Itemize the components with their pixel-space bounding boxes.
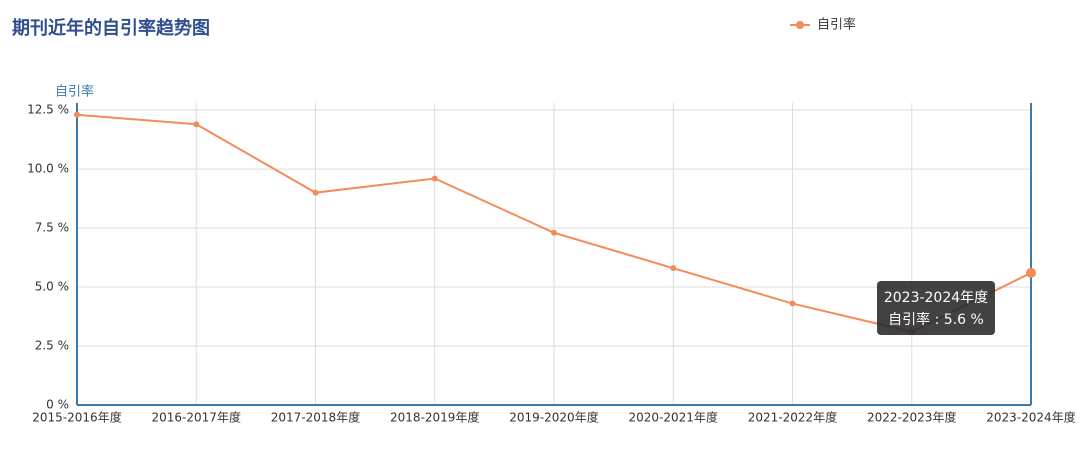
point: [193, 121, 200, 128]
chart-title: 期刊近年的自引率趋势图: [12, 17, 210, 39]
y-tick-label: 7.5 %: [35, 221, 69, 235]
x-tick-label: 2016-2017年度: [152, 410, 241, 425]
legend-label: 自引率: [817, 17, 856, 33]
y-tick-label: 12.5 %: [27, 103, 69, 117]
point: [789, 300, 796, 307]
x-tick-label: 2019-2020年度: [509, 410, 598, 425]
tooltip-title: 2023-2024年度: [884, 290, 988, 306]
y-axis-label: 自引率: [55, 84, 94, 100]
y-tick-label: 0 %: [46, 398, 69, 412]
x-tick-label: 2022-2023年度: [867, 410, 956, 425]
point: [431, 175, 438, 182]
x-tick-label: 2015-2016年度: [32, 410, 121, 425]
tooltip-text: 自引率 : 5.6 %: [888, 311, 984, 328]
y-tick-label: 10.0 %: [27, 162, 69, 176]
y-tick-label: 2.5 %: [35, 339, 69, 353]
tooltip-box: [877, 281, 995, 335]
x-tick-label: 2017-2018年度: [271, 410, 360, 425]
point: [551, 229, 557, 236]
legend-marker: [796, 21, 804, 29]
point: [1026, 267, 1036, 278]
x-tick-label: 2021-2022年度: [748, 410, 837, 425]
x-tick-label: 2023-2024年度: [986, 410, 1075, 425]
point: [670, 265, 677, 272]
y-tick-label: 5.0 %: [35, 280, 69, 294]
x-tick-label: 2018-2019年度: [390, 410, 479, 425]
x-tick-label: 2020-2021年度: [629, 410, 718, 425]
point: [312, 189, 319, 196]
point: [74, 111, 80, 118]
